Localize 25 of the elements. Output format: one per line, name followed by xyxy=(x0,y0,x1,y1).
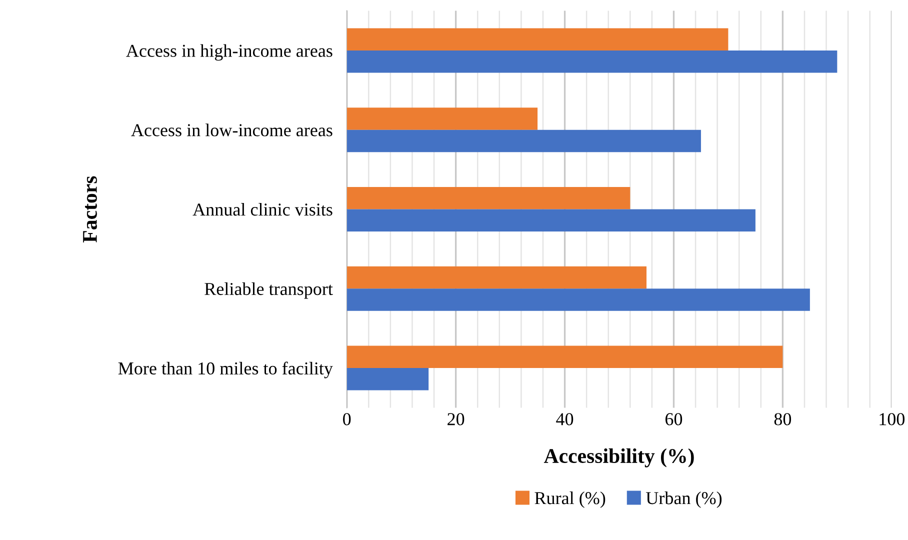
bar xyxy=(346,28,728,50)
bar xyxy=(346,288,810,311)
bar xyxy=(346,187,630,210)
y-tick-label: Access in low-income areas xyxy=(131,124,332,136)
bar xyxy=(346,209,756,232)
x-tick-label: 80 xyxy=(774,413,792,426)
bar xyxy=(346,368,429,390)
y-tick-label: Annual clinic visits xyxy=(192,202,332,216)
bar xyxy=(346,266,646,289)
x-tick-label: 0 xyxy=(343,413,351,426)
legend-label: Urban (%) xyxy=(646,492,722,508)
bar xyxy=(346,130,701,152)
x-tick-label: 20 xyxy=(448,413,464,426)
y-tick-label: Access in high-income areas xyxy=(126,44,332,61)
x-axis-title: Accessibility (%) xyxy=(544,448,694,468)
bar xyxy=(346,50,838,73)
bar xyxy=(346,346,783,368)
x-tick-label: 100 xyxy=(880,413,905,426)
y-tick-label: Reliable transport xyxy=(204,282,333,299)
y-axis-title: Factors xyxy=(83,176,97,242)
y-tick-label: More than 10 miles to facility xyxy=(118,362,333,378)
x-tick-label: 60 xyxy=(665,413,682,426)
x-tick-label: 40 xyxy=(556,413,574,426)
legend-label: Rural (%) xyxy=(534,492,606,508)
bar xyxy=(346,108,538,130)
